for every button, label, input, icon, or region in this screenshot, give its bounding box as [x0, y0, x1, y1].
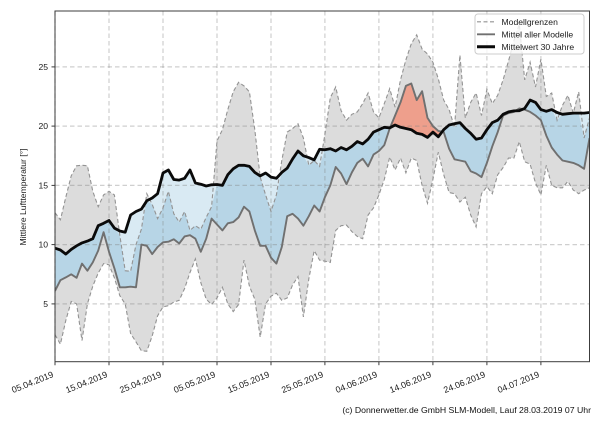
svg-text:Modellgrenzen: Modellgrenzen	[502, 17, 559, 27]
svg-text:Mittel aller Modelle: Mittel aller Modelle	[502, 29, 574, 39]
svg-text:15: 15	[38, 180, 48, 190]
svg-text:20: 20	[38, 121, 48, 131]
svg-text:Mittlere Lufttemperatur [°]: Mittlere Lufttemperatur [°]	[18, 148, 28, 245]
svg-text:25: 25	[38, 62, 48, 72]
svg-text:5: 5	[43, 299, 48, 309]
svg-text:Mittelwert 30 Jahre: Mittelwert 30 Jahre	[502, 42, 575, 52]
svg-text:10: 10	[38, 240, 48, 250]
svg-text:(c) Donnerwetter.de GmbH SLM-M: (c) Donnerwetter.de GmbH SLM-Modell, Lau…	[342, 405, 591, 415]
